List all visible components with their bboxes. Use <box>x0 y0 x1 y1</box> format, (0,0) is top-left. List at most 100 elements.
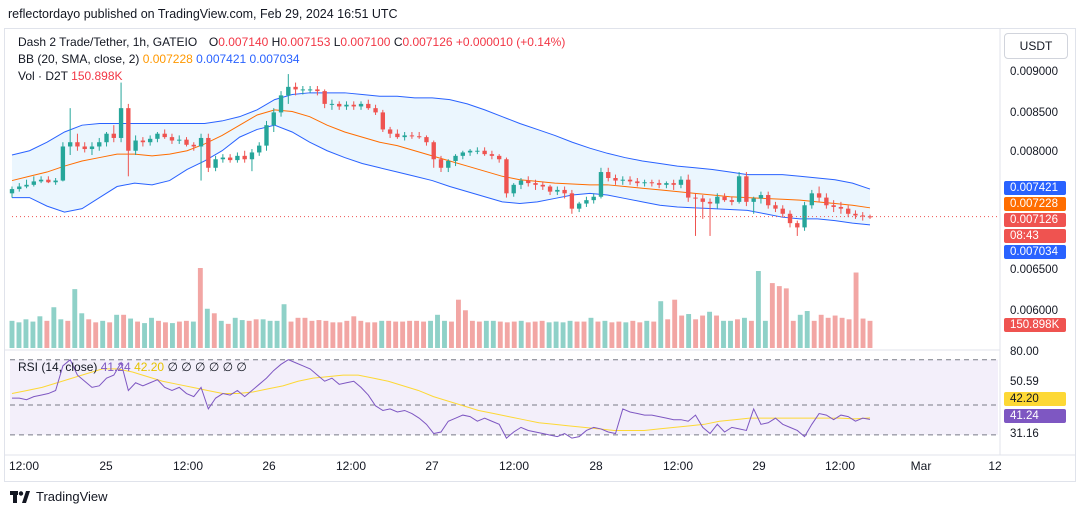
volume-bar <box>386 320 392 348</box>
candle-body <box>671 183 676 185</box>
bb-lower-value: 0.007034 <box>249 52 300 66</box>
candle-body <box>686 179 691 198</box>
candle-body <box>853 213 858 216</box>
volume-bar <box>735 319 740 348</box>
bb-lower-line <box>12 124 871 226</box>
symbol-legend[interactable]: Dash 2 Trade/Tether, 1h, GATEIO O0.00714… <box>18 35 565 49</box>
rsi-axis-label: 50.59 <box>1010 376 1039 388</box>
candle-body <box>584 200 589 204</box>
volume-bar <box>281 304 287 348</box>
bb-lower-badge: 0.007034 <box>1004 245 1066 259</box>
volume-bar <box>253 319 259 348</box>
volume-bar <box>288 321 294 348</box>
time-axis-label: 28 <box>589 459 603 473</box>
candle-body <box>257 145 262 153</box>
price-axis-label: 0.008000 <box>1010 146 1058 158</box>
candle-body <box>547 186 553 192</box>
low-value: 0.007100 <box>340 35 391 49</box>
candle-body <box>569 193 575 209</box>
volume-bar <box>707 311 713 348</box>
volume-bar <box>204 308 210 348</box>
bb-label[interactable]: BB (20, SMA, close, 2) <box>18 52 140 66</box>
candle-body <box>838 206 844 209</box>
volume-bar <box>651 321 657 348</box>
candle-body <box>860 215 865 217</box>
volume-bar <box>602 320 608 348</box>
time-axis-label: 12:00 <box>498 459 530 473</box>
volume-bar <box>393 321 399 348</box>
rsi-ma-value: 42.20 <box>134 360 165 374</box>
rsi-legend[interactable]: RSI (14, close) 41.24 42.20 ∅ ∅ ∅ ∅ ∅ ∅ <box>18 360 247 374</box>
candle-body <box>438 159 444 168</box>
volume-bar <box>414 320 420 348</box>
time-axis-label: 27 <box>425 459 439 473</box>
rsi-line <box>12 358 871 439</box>
candle-body <box>366 103 371 109</box>
last-price-badge: 0.007126 <box>1004 213 1066 227</box>
candle-body <box>293 86 298 90</box>
rsi-empty-values: ∅ ∅ ∅ ∅ ∅ ∅ <box>167 360 247 374</box>
tradingview-footer[interactable]: TradingView <box>10 489 108 504</box>
time-axis-label: 12:00 <box>824 459 856 473</box>
volume-label[interactable]: Vol · D2T <box>18 69 68 83</box>
bb-legend[interactable]: BB (20, SMA, close, 2) 0.007228 0.007421… <box>18 52 300 66</box>
candle-body <box>417 136 422 138</box>
volume-bar <box>197 268 203 348</box>
candle-body <box>744 176 749 202</box>
volume-bar <box>825 317 831 348</box>
time-axis-label: 12:00 <box>8 459 40 473</box>
volume-bar <box>246 320 252 348</box>
candle-body <box>649 182 655 184</box>
bb-basis-value: 0.007228 <box>142 52 193 66</box>
candle-body <box>402 135 407 138</box>
volume-bar <box>365 322 371 348</box>
candle-body <box>707 201 713 204</box>
bb-upper-badge: 0.007421 <box>1004 181 1066 195</box>
candle-body <box>867 216 873 218</box>
volume-bar <box>553 321 559 348</box>
volume-bar <box>804 311 810 348</box>
candle-body <box>715 196 720 204</box>
candle-body <box>395 133 400 138</box>
volume-bar <box>100 320 106 348</box>
volume-legend[interactable]: Vol · D2T 150.898K <box>18 69 123 83</box>
candle-body <box>700 198 705 202</box>
candle-body <box>424 137 429 143</box>
currency-button[interactable]: USDT <box>1004 33 1068 59</box>
candle-body <box>533 183 538 185</box>
volume-bar <box>539 320 545 348</box>
candle-body <box>846 208 851 214</box>
volume-bar <box>644 320 650 348</box>
volume-bar <box>435 314 440 348</box>
candle-body <box>184 139 189 145</box>
candle-body <box>337 103 342 107</box>
rsi-axis-label: 31.16 <box>1010 428 1039 440</box>
candle-body <box>53 180 58 183</box>
volume-bar <box>462 310 468 348</box>
volume-bar <box>476 321 482 348</box>
rsi-label[interactable]: RSI (14, close) <box>18 360 98 374</box>
volume-bar <box>769 283 775 348</box>
candle-body <box>526 180 531 184</box>
volume-bar <box>344 320 350 348</box>
candle-body <box>431 142 436 160</box>
volume-bar <box>700 315 706 348</box>
candle-body <box>24 184 29 187</box>
rsi-axis-label: 80.00 <box>1010 346 1039 358</box>
chart-frame <box>4 28 1076 482</box>
candle-body <box>264 125 269 146</box>
symbol-name[interactable]: Dash 2 Trade/Tether, 1h, GATEIO <box>18 35 198 49</box>
candle-body <box>518 180 524 185</box>
bb-upper-value: 0.007421 <box>196 52 247 66</box>
volume-bar <box>867 320 873 348</box>
candle-body <box>227 157 233 161</box>
volume-bar <box>504 322 510 348</box>
volume-bar <box>58 319 64 348</box>
volume-bar <box>37 316 43 348</box>
volume-bar <box>839 317 845 348</box>
volume-bar <box>483 320 489 348</box>
candle-body <box>620 179 625 181</box>
volume-bar <box>225 323 231 348</box>
volume-bar <box>211 313 217 348</box>
